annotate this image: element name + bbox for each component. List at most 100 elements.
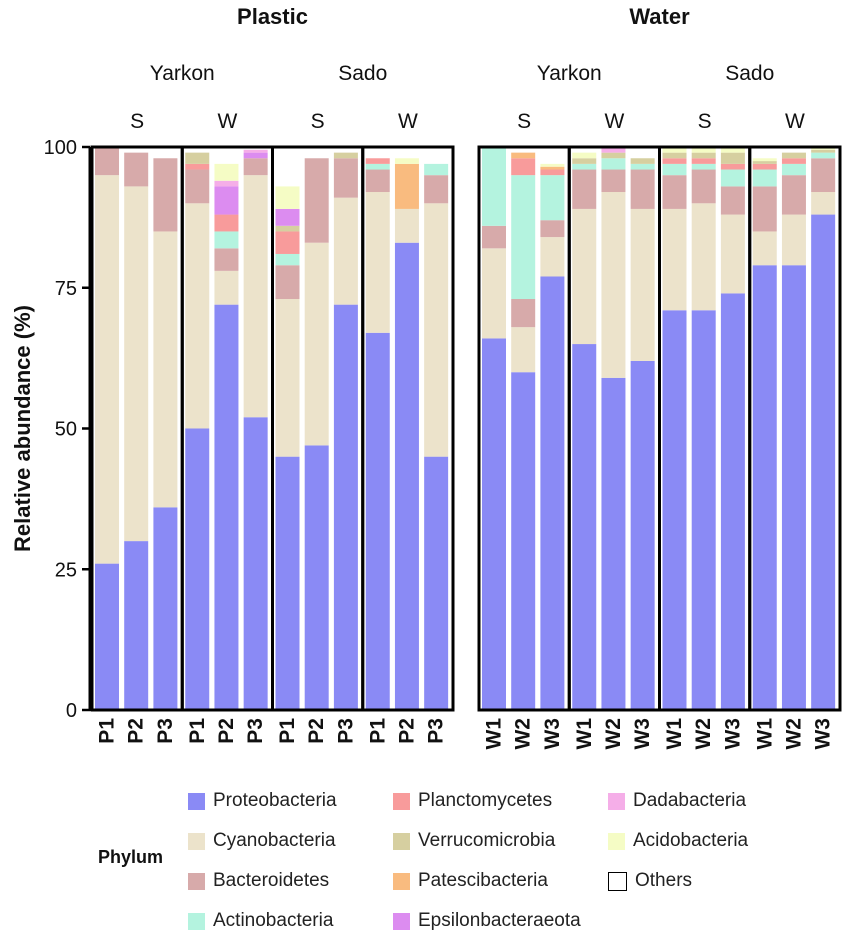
bar-segment <box>424 163 449 176</box>
bar-segment <box>511 158 536 176</box>
bar-segment <box>304 242 329 446</box>
x-tick-label: P3 <box>154 718 177 744</box>
panel-frame <box>477 145 842 712</box>
y-tick-label: 0 <box>66 700 77 722</box>
season-label: W <box>398 110 418 133</box>
bar-segment <box>572 163 597 170</box>
legend-item-verrucomicrobia: Verrucomicrobia <box>393 830 555 852</box>
bar-segment <box>214 186 239 215</box>
bar-segment <box>601 377 626 710</box>
bar-segment <box>365 192 390 333</box>
bar-segment <box>275 265 300 300</box>
bar-segment <box>540 175 565 221</box>
x-tick-label: P3 <box>244 718 267 744</box>
bar-segment <box>781 163 806 176</box>
bar-segment <box>811 192 836 215</box>
bar-segment <box>662 175 687 209</box>
bar-segment <box>630 163 655 170</box>
bar-segment <box>424 175 449 204</box>
bar-segment <box>333 197 358 305</box>
bar-segment <box>153 231 178 508</box>
panel-title: Water <box>629 4 690 29</box>
bar-segment <box>752 161 777 164</box>
bar-segment <box>752 169 777 187</box>
bar-segment <box>243 175 268 418</box>
bar-segment <box>601 152 626 159</box>
bar-segment <box>124 186 149 542</box>
bar-segment <box>720 169 745 187</box>
legend-label: Acidobacteria <box>633 830 749 851</box>
legend-label: Dadabacteria <box>633 790 747 811</box>
y-tick-label: 25 <box>55 559 77 581</box>
location-label: Yarkon <box>150 62 215 85</box>
bar-segment <box>601 158 626 170</box>
legend-item-planctomycetes: Planctomycetes <box>393 790 552 812</box>
bar-segment <box>662 147 687 153</box>
legend-item-patescibacteria: Patescibacteria <box>393 870 548 892</box>
y-tick-label: 100 <box>44 137 77 159</box>
bar-segment <box>275 225 300 232</box>
legend: Phylum Proteobacteria Planctomycetes Dadab… <box>90 786 810 946</box>
bar-segment <box>365 158 390 164</box>
x-tick-label: P2 <box>125 718 148 744</box>
bar-segment <box>662 310 687 710</box>
legend-label: Epsilonbacteraeota <box>418 910 581 931</box>
legend-swatch <box>393 872 410 890</box>
bar-segment <box>511 175 536 300</box>
location-label: Yarkon <box>537 62 602 85</box>
legend-swatch <box>393 832 410 850</box>
bar-segment <box>720 214 745 294</box>
x-tick-label: P2 <box>395 718 418 744</box>
bar-segment <box>691 158 716 164</box>
bar-segment <box>601 169 626 193</box>
legend-item-cyanobacteria: Cyanobacteria <box>188 830 336 852</box>
x-tick-label: P1 <box>96 718 119 744</box>
x-tick-label: W1 <box>753 718 776 750</box>
bar-segment <box>394 242 419 710</box>
bar-segment <box>275 299 300 457</box>
legend-item-bacteroidetes: Bacteroidetes <box>188 870 329 892</box>
legend-item-others: Others <box>608 870 692 892</box>
bar-segment <box>214 163 239 181</box>
bar-segment <box>752 163 777 170</box>
bar-segment <box>275 253 300 266</box>
bar-segment <box>424 203 449 457</box>
bar-segment <box>781 158 806 164</box>
bar-segment <box>185 169 210 204</box>
legend-label: Others <box>635 870 693 891</box>
bar-segment <box>394 208 419 243</box>
bar-segment <box>811 149 836 153</box>
bar-segment <box>572 344 597 710</box>
bar-segment <box>630 360 655 710</box>
bar-segment <box>185 152 210 164</box>
bar-segment <box>185 203 210 429</box>
bar-segment <box>752 158 777 162</box>
bar-segment <box>630 208 655 361</box>
season-label: S <box>130 110 144 133</box>
bar-segment <box>811 214 836 710</box>
bar-segment <box>630 158 655 164</box>
bar-segment <box>691 147 716 153</box>
x-tick-label: W3 <box>541 718 564 750</box>
x-tick-label: P3 <box>425 718 448 744</box>
legend-label: Patescibacteria <box>418 870 548 891</box>
bar-segment <box>572 208 597 345</box>
bar-segment <box>691 169 716 204</box>
x-tick-label: P2 <box>215 718 238 744</box>
bar-segment <box>185 163 210 170</box>
x-tick-label: W2 <box>512 718 535 750</box>
legend-swatch <box>393 792 410 810</box>
bar-segment <box>365 332 390 710</box>
bar-segment <box>720 163 745 170</box>
location-label: Sado <box>725 62 774 85</box>
bar-segment <box>540 237 565 277</box>
bar-segment <box>752 265 777 710</box>
bar-segment <box>720 147 745 153</box>
bar-segment <box>811 152 836 159</box>
bar-segment <box>275 231 300 254</box>
x-tick-label: W3 <box>812 718 835 750</box>
bar-segment <box>662 158 687 164</box>
bar-segment <box>781 265 806 710</box>
bar-segment <box>511 327 536 373</box>
